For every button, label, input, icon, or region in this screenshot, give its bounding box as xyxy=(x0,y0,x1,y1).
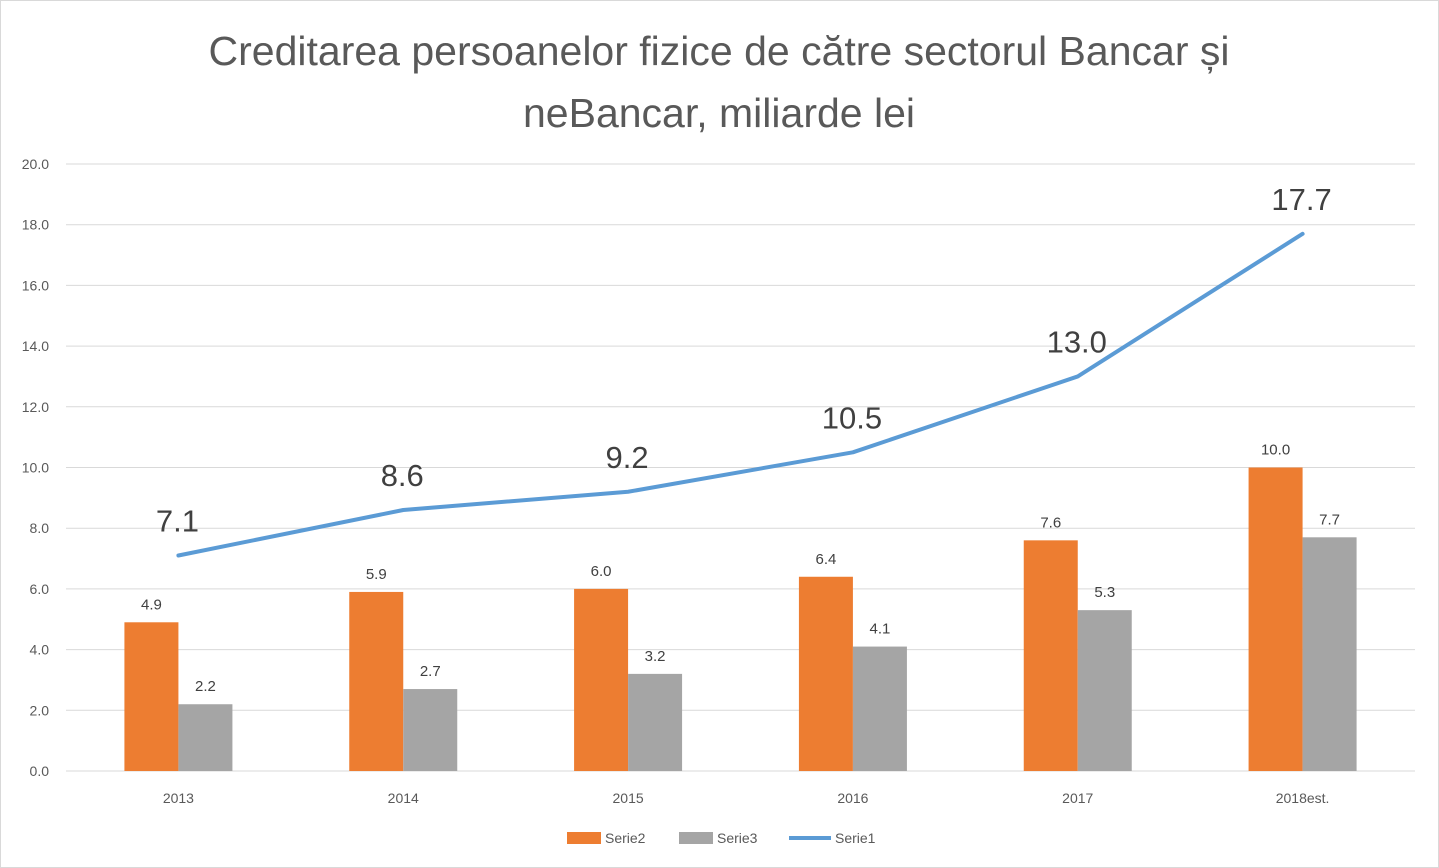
bar-data-label: 4.9 xyxy=(141,596,162,613)
bar-serie3 xyxy=(178,704,233,771)
bar-serie2 xyxy=(1023,540,1078,771)
x-tick-label: 2018est. xyxy=(1276,790,1330,806)
bar-serie2 xyxy=(124,622,179,771)
legend-swatch-serie2 xyxy=(567,832,601,844)
bar-serie2 xyxy=(574,588,629,771)
line-series: 7.1 8.6 9.2 10.5 13.0 17.7 xyxy=(156,182,1332,558)
legend: Serie2 Serie3 Serie1 xyxy=(567,830,876,846)
y-tick-label: 8.0 xyxy=(30,520,50,536)
bar-data-label: 10.0 xyxy=(1261,442,1290,459)
line-data-label: 10.5 xyxy=(822,400,882,435)
y-tick-label: 6.0 xyxy=(30,581,50,597)
bar-serie2 xyxy=(349,591,404,771)
bar-data-label: 7.7 xyxy=(1319,511,1340,528)
line-data-label: 8.6 xyxy=(381,458,424,493)
chart-title-line-1: Creditarea persoanelor fizice de către s… xyxy=(209,28,1230,74)
x-tick-label: 2016 xyxy=(837,790,868,806)
legend-label: Serie2 xyxy=(605,830,646,846)
chart-title-line-2: neBancar, miliarde lei xyxy=(523,90,915,136)
x-tick-label: 2017 xyxy=(1062,790,1093,806)
y-tick-label: 4.0 xyxy=(30,642,50,658)
bar-serie3 xyxy=(628,673,683,771)
y-tick-label: 12.0 xyxy=(22,399,49,415)
x-tick-label: 2014 xyxy=(388,790,419,806)
y-tick-label: 2.0 xyxy=(30,702,50,718)
bar-data-label: 5.3 xyxy=(1094,584,1115,601)
y-tick-label: 0.0 xyxy=(30,763,50,779)
bar-data-label: 6.4 xyxy=(815,551,836,568)
bar-data-label: 6.0 xyxy=(591,563,612,580)
line-data-label: 9.2 xyxy=(606,440,649,475)
bar-data-label: 2.2 xyxy=(195,678,216,695)
bar-data-label: 4.1 xyxy=(869,621,890,638)
y-tick-label: 20.0 xyxy=(22,156,49,172)
bar-serie3 xyxy=(403,689,458,771)
bar-serie2 xyxy=(1248,467,1303,771)
bar-series: 4.9 5.9 6.0 6.4 7.6 10.0 2.2 2.7 3.2 4.1 5.3 7.7 xyxy=(124,442,1357,771)
y-tick-label: 18.0 xyxy=(22,217,49,233)
legend-label: Serie1 xyxy=(835,830,876,846)
gridlines xyxy=(66,163,1415,772)
y-tick-label: 10.0 xyxy=(22,460,49,476)
x-tick-label: 2015 xyxy=(613,790,644,806)
line-data-label: 7.1 xyxy=(156,504,199,539)
bar-serie2 xyxy=(798,576,853,771)
x-tick-label: 2013 xyxy=(163,790,194,806)
x-axis-ticks: 2013 2014 2015 2016 2017 2018est. xyxy=(163,790,1330,806)
line-serie1 xyxy=(176,231,1305,558)
bar-serie3 xyxy=(1077,610,1132,771)
bar-data-label: 5.9 xyxy=(366,566,387,583)
legend-label: Serie3 xyxy=(717,830,758,846)
line-data-label: 13.0 xyxy=(1047,324,1107,359)
bar-serie3 xyxy=(852,646,907,771)
y-tick-label: 16.0 xyxy=(22,277,49,293)
bar-serie3 xyxy=(1302,537,1357,771)
line-data-label: 17.7 xyxy=(1271,182,1331,217)
bar-data-label: 2.7 xyxy=(420,663,441,680)
bar-data-label: 7.6 xyxy=(1040,514,1061,531)
legend-swatch-serie3 xyxy=(679,832,713,844)
bar-data-label: 3.2 xyxy=(645,648,666,665)
y-tick-label: 14.0 xyxy=(22,338,49,354)
y-axis-ticks: 0.0 2.0 4.0 6.0 8.0 10.0 12.0 14.0 16.0 18.0 20.0 xyxy=(22,156,49,779)
